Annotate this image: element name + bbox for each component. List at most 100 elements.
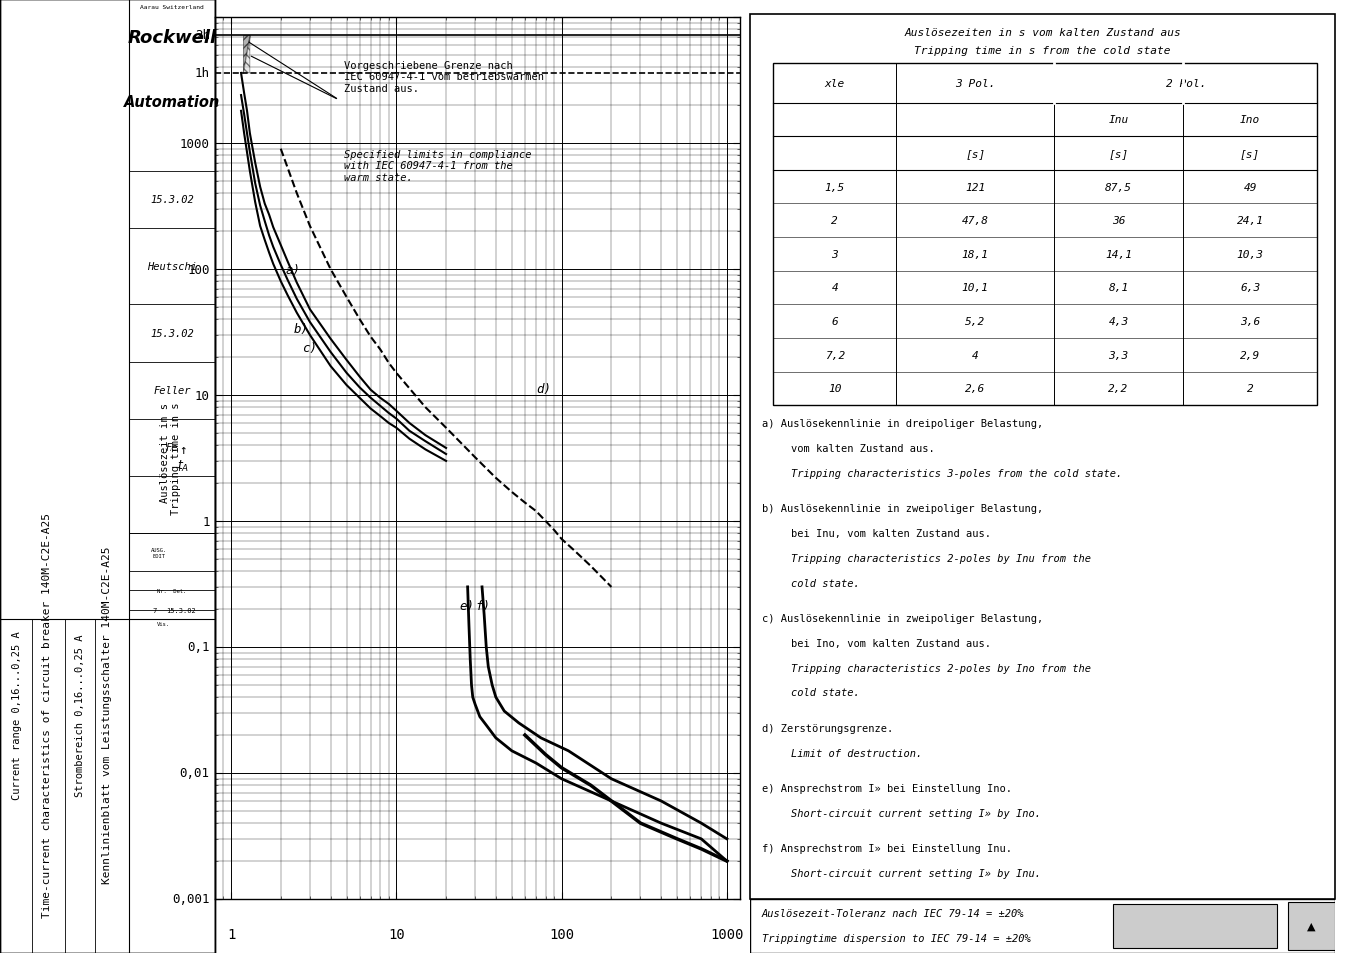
Text: 10: 10 bbox=[195, 389, 209, 402]
Text: c) Auslösekennlinie in zweipoliger Belastung,: c) Auslösekennlinie in zweipoliger Belas… bbox=[762, 614, 1043, 623]
Text: 5,2: 5,2 bbox=[965, 316, 985, 327]
Text: Tripping time in s from the cold state: Tripping time in s from the cold state bbox=[915, 46, 1171, 56]
Text: 6: 6 bbox=[831, 316, 838, 327]
Text: Rockwell: Rockwell bbox=[127, 29, 216, 47]
Text: c): c) bbox=[303, 342, 317, 355]
Text: f): f) bbox=[476, 599, 490, 612]
Text: 7: 7 bbox=[153, 607, 157, 613]
Bar bbox=[1113, 904, 1277, 947]
Text: 121: 121 bbox=[965, 182, 985, 193]
Text: a): a) bbox=[286, 264, 301, 276]
Text: 2h: 2h bbox=[195, 30, 209, 43]
Text: 4,3: 4,3 bbox=[1108, 316, 1128, 327]
Text: Kennlinienblatt vom Leistungsschalter 140M-C2E-A25: Kennlinienblatt vom Leistungsschalter 14… bbox=[103, 546, 112, 883]
Text: a) Auslösekennlinie in dreipoliger Belastung,: a) Auslösekennlinie in dreipoliger Belas… bbox=[762, 419, 1043, 429]
Text: Fe: Fe bbox=[166, 443, 178, 453]
Text: 3 Pol.: 3 Pol. bbox=[955, 78, 996, 89]
Text: 15.3.02: 15.3.02 bbox=[150, 195, 195, 205]
Text: bei Ino, vom kalten Zustand aus.: bei Ino, vom kalten Zustand aus. bbox=[790, 639, 990, 648]
Text: Limit of destruction.: Limit of destruction. bbox=[790, 748, 923, 758]
Text: Automation: Automation bbox=[124, 95, 220, 111]
Text: 49: 49 bbox=[1243, 182, 1256, 193]
Text: Feller: Feller bbox=[153, 386, 190, 395]
Text: Auslösezeiten in s vom kalten Zustand aus: Auslösezeiten in s vom kalten Zustand au… bbox=[904, 29, 1181, 38]
Text: 10: 10 bbox=[388, 927, 405, 941]
Text: 10,3: 10,3 bbox=[1236, 250, 1263, 259]
Text: 4: 4 bbox=[971, 351, 978, 360]
Text: 24,1: 24,1 bbox=[1236, 216, 1263, 226]
Text: 1,5: 1,5 bbox=[824, 182, 844, 193]
Text: 1: 1 bbox=[203, 515, 209, 528]
Text: [s]: [s] bbox=[965, 149, 985, 159]
Polygon shape bbox=[243, 36, 250, 73]
Text: 3,6: 3,6 bbox=[1240, 316, 1260, 327]
Text: 3,3: 3,3 bbox=[1108, 351, 1128, 360]
Text: 47,8: 47,8 bbox=[962, 216, 989, 226]
Text: 87,5: 87,5 bbox=[1105, 182, 1132, 193]
Text: AUSG.
EDIT: AUSG. EDIT bbox=[151, 547, 168, 558]
Text: Specified limits in compliance
with IEC 60947-4-1 from the
warm state.: Specified limits in compliance with IEC … bbox=[343, 150, 531, 183]
Text: xle: xle bbox=[824, 78, 844, 89]
Text: [s]: [s] bbox=[1240, 149, 1260, 159]
Text: 2,2: 2,2 bbox=[1108, 384, 1128, 394]
Text: $I_e$  ──▶  Vielfaches des eingestellten Stromes  $I_e$ / Multiple of the set cu: $I_e$ ──▶ Vielfaches des eingestellten S… bbox=[209, 951, 746, 953]
Text: Time-current characteristics of circuit breaker 140M-C2E-A25: Time-current characteristics of circuit … bbox=[42, 513, 53, 917]
Text: 6,3: 6,3 bbox=[1240, 283, 1260, 294]
Text: 0,1: 0,1 bbox=[188, 640, 209, 654]
Text: 10: 10 bbox=[828, 384, 842, 394]
Text: e): e) bbox=[459, 599, 474, 612]
Text: Heutschi: Heutschi bbox=[147, 262, 197, 272]
Text: Nr.  Det.: Nr. Det. bbox=[157, 588, 186, 594]
Text: 2,6: 2,6 bbox=[965, 384, 985, 394]
Bar bbox=[1289, 902, 1335, 950]
Text: 1000: 1000 bbox=[180, 137, 209, 151]
Text: cold state.: cold state. bbox=[790, 578, 859, 588]
Text: Inu: Inu bbox=[1108, 115, 1128, 125]
Text: 15.3.02: 15.3.02 bbox=[166, 607, 196, 613]
Text: Short-circuit current setting I» by Ino.: Short-circuit current setting I» by Ino. bbox=[790, 808, 1042, 818]
Text: 1: 1 bbox=[227, 927, 235, 941]
Text: 36: 36 bbox=[1112, 216, 1125, 226]
Text: cold state.: cold state. bbox=[790, 688, 859, 698]
Text: ↑
$t_A$: ↑ $t_A$ bbox=[177, 443, 189, 474]
Text: d): d) bbox=[536, 382, 551, 395]
Text: 15.3.02: 15.3.02 bbox=[150, 329, 195, 338]
Text: vom kalten Zustand aus.: vom kalten Zustand aus. bbox=[790, 444, 935, 454]
Text: Trippingtime dispersion to IEC 79-14 = ±20%: Trippingtime dispersion to IEC 79-14 = ±… bbox=[762, 933, 1031, 943]
Text: bei Inu, vom kalten Zustand aus.: bei Inu, vom kalten Zustand aus. bbox=[790, 529, 990, 538]
Text: [s]: [s] bbox=[1108, 149, 1128, 159]
Text: d) Zerstörungsgrenze.: d) Zerstörungsgrenze. bbox=[762, 723, 893, 733]
Text: 3: 3 bbox=[831, 250, 838, 259]
Text: 4: 4 bbox=[831, 283, 838, 294]
Text: f) Ansprechstrom I» bei Einstellung Inu.: f) Ansprechstrom I» bei Einstellung Inu. bbox=[762, 843, 1012, 853]
Text: Aarau Switzerland: Aarau Switzerland bbox=[141, 5, 204, 10]
Text: e) Ansprechstrom I» bei Einstellung Ino.: e) Ansprechstrom I» bei Einstellung Ino. bbox=[762, 783, 1012, 793]
Text: 2 Pol.: 2 Pol. bbox=[1166, 78, 1206, 89]
Text: Current range 0,16...0,25 A: Current range 0,16...0,25 A bbox=[12, 631, 22, 799]
Text: 2: 2 bbox=[831, 216, 838, 226]
Text: 18,1: 18,1 bbox=[962, 250, 989, 259]
Text: Strombereich 0,16...0,25 A: Strombereich 0,16...0,25 A bbox=[74, 634, 85, 796]
Text: Ino: Ino bbox=[1240, 115, 1260, 125]
Text: ▲: ▲ bbox=[1308, 921, 1316, 931]
Text: 0,001: 0,001 bbox=[172, 893, 209, 905]
Text: Auslösezeit in s
Tripping time in s: Auslösezeit in s Tripping time in s bbox=[159, 402, 181, 515]
Text: Vis.: Vis. bbox=[157, 621, 170, 627]
Text: 14,1: 14,1 bbox=[1105, 250, 1132, 259]
Bar bbox=[773, 64, 1317, 406]
Text: 100: 100 bbox=[549, 927, 574, 941]
Text: 7,2: 7,2 bbox=[824, 351, 844, 360]
Text: Tripping characteristics 3-poles from the cold state.: Tripping characteristics 3-poles from th… bbox=[790, 469, 1123, 478]
Text: Tripping characteristics 2-poles by Inu from the: Tripping characteristics 2-poles by Inu … bbox=[790, 554, 1092, 563]
Text: 2,9: 2,9 bbox=[1240, 351, 1260, 360]
Text: b): b) bbox=[295, 322, 309, 335]
Text: 0,01: 0,01 bbox=[180, 767, 209, 780]
Text: Short-circuit current setting I» by Inu.: Short-circuit current setting I» by Inu. bbox=[790, 868, 1042, 878]
Text: 10,1: 10,1 bbox=[962, 283, 989, 294]
Text: 8,1: 8,1 bbox=[1108, 283, 1128, 294]
Text: Tripping characteristics 2-poles by Ino from the: Tripping characteristics 2-poles by Ino … bbox=[790, 663, 1092, 673]
Text: b) Auslösekennlinie in zweipoliger Belastung,: b) Auslösekennlinie in zweipoliger Belas… bbox=[762, 504, 1043, 514]
Text: Vorgeschriebene Grenze nach
IEC 60947-4-1 vom betriebswarmen
Zustand aus.: Vorgeschriebene Grenze nach IEC 60947-4-… bbox=[343, 61, 543, 93]
Text: Auslösezeit-Toleranz nach IEC 79-14 = ±20%: Auslösezeit-Toleranz nach IEC 79-14 = ±2… bbox=[762, 908, 1024, 918]
Text: 1h: 1h bbox=[195, 68, 209, 80]
